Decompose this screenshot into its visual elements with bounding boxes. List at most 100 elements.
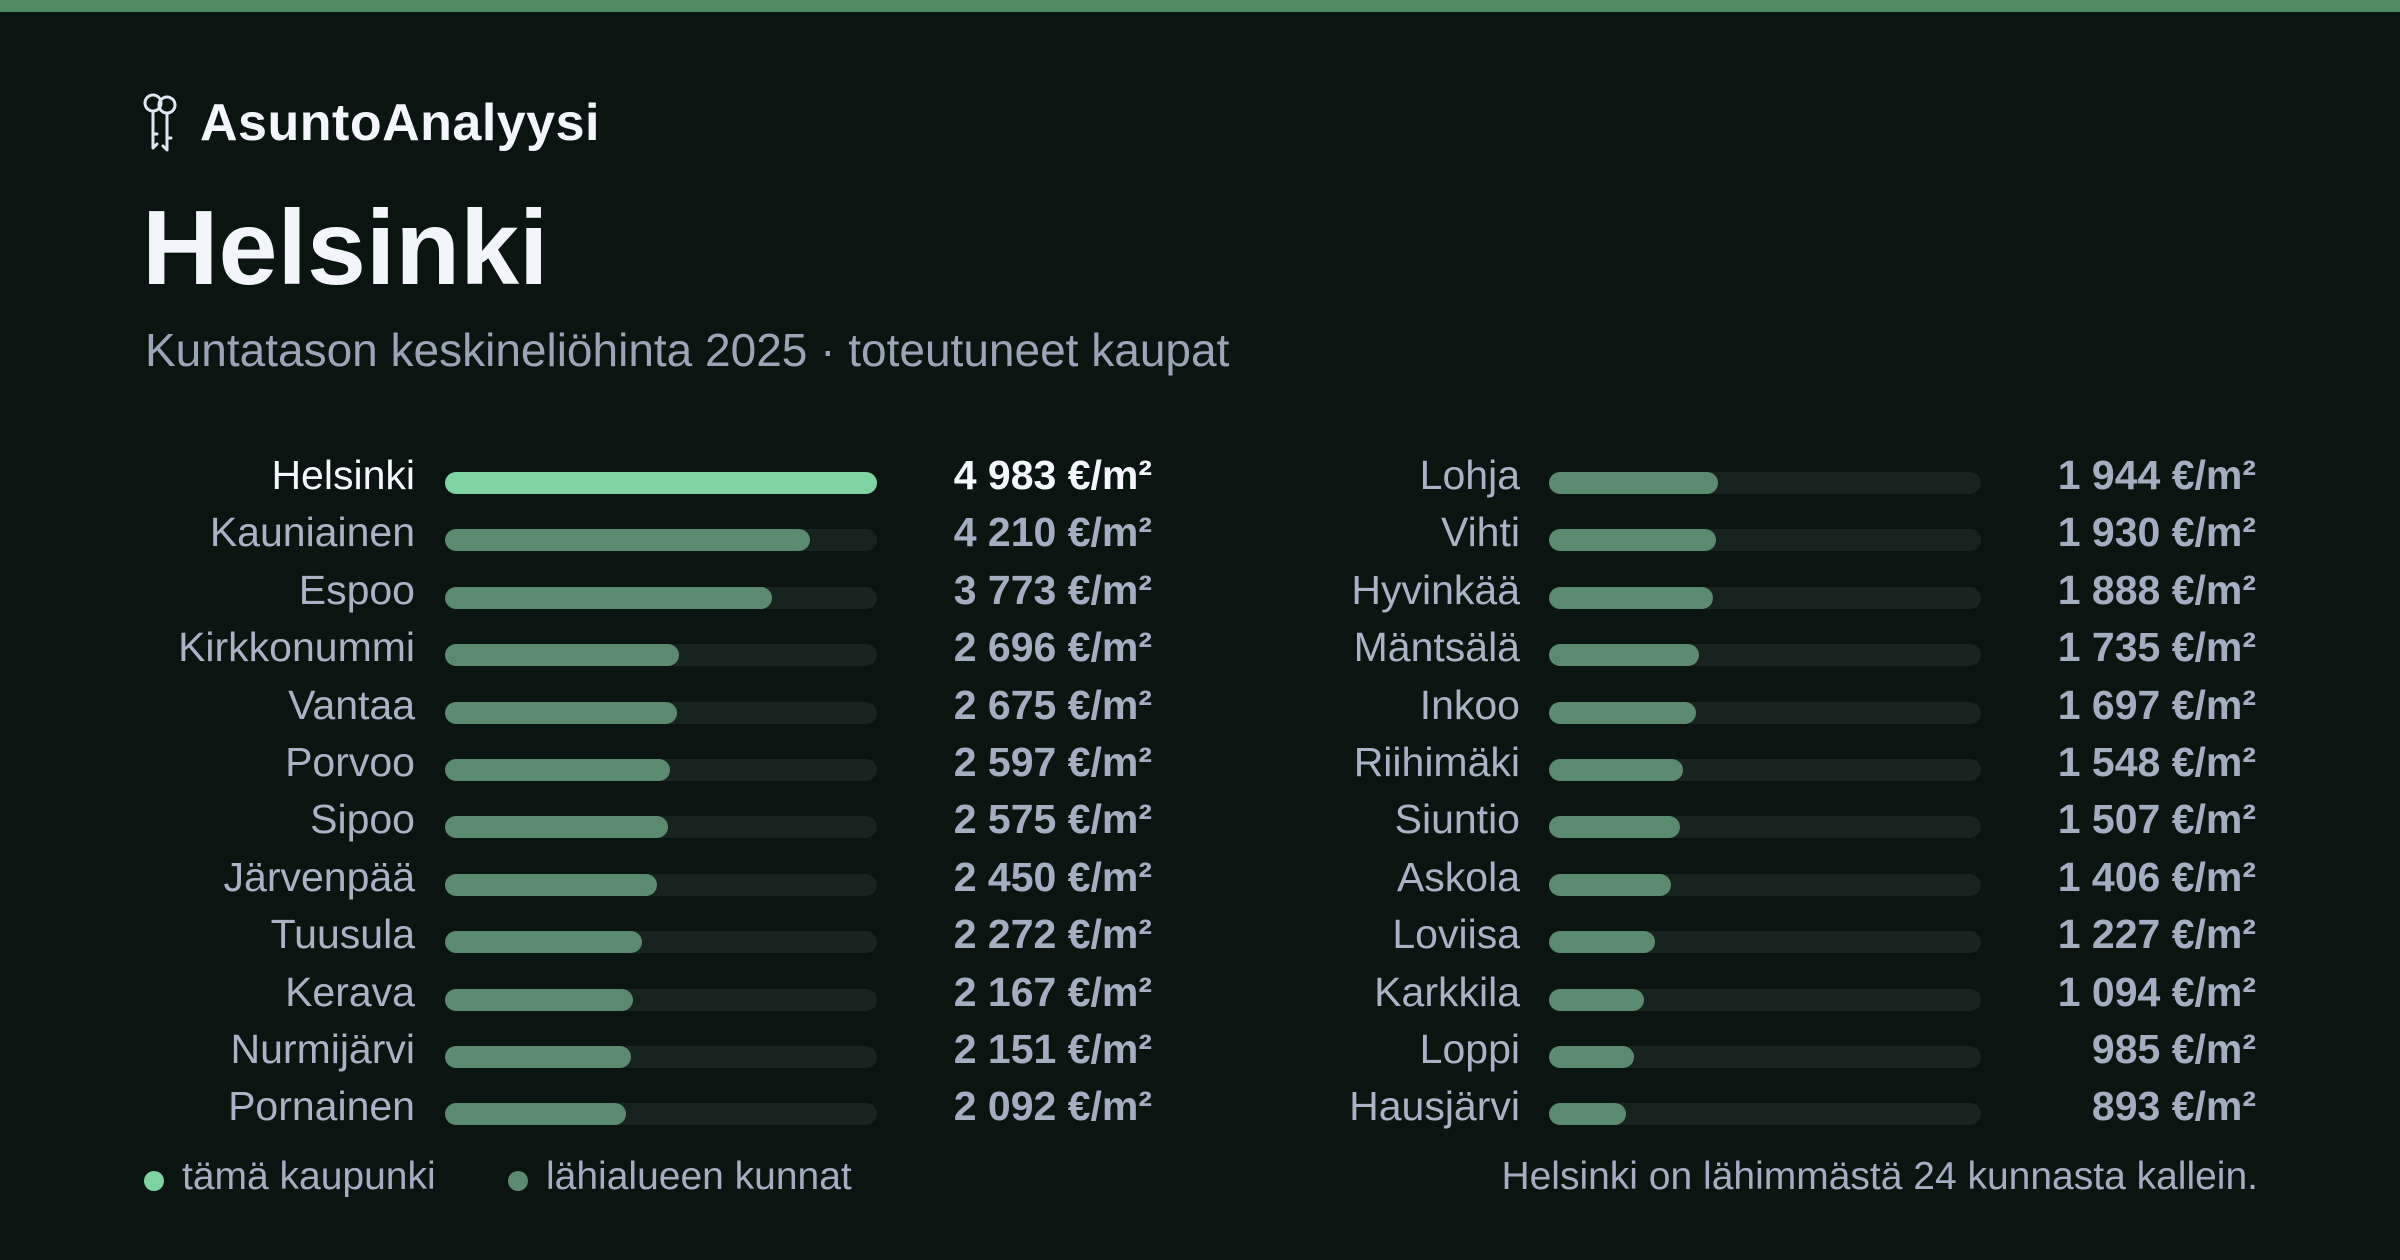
- bar: [1549, 701, 1697, 724]
- bar: [1549, 529, 1717, 552]
- bar-value-label: 1 930 €/m²: [2057, 509, 2256, 556]
- bar-value-label: 1 735 €/m²: [2057, 624, 2256, 671]
- bar-row: Espoo 3 773 €/m²: [0, 565, 2400, 615]
- bar-value-label: 1 094 €/m²: [2057, 968, 2256, 1015]
- legend-this-city: tämä kaupunki: [144, 1152, 436, 1202]
- bar: [445, 1046, 632, 1068]
- bar-value-label: 2 696 €/m²: [953, 624, 1152, 671]
- bar-track: [1549, 931, 1981, 954]
- bar-row: Siuntio 1 507 €/m²: [0, 794, 2400, 844]
- bar-track: [445, 759, 877, 781]
- legend-label-nearby: lähialueen kunnat: [546, 1155, 852, 1198]
- bar: [445, 529, 810, 552]
- bar-category-label: Loviisa: [1392, 911, 1520, 958]
- bar-row: Järvenpää 2 450 €/m²: [0, 852, 2400, 902]
- bar-value-label: 2 675 €/m²: [953, 681, 1152, 728]
- bar-row: Vantaa 2 675 €/m²: [0, 680, 2400, 730]
- bar-category-label: Mäntsälä: [1353, 624, 1520, 671]
- bar: [1549, 759, 1684, 781]
- bar-category-label: Lohja: [1419, 452, 1520, 498]
- bar-category-label: Askola: [1396, 853, 1520, 900]
- bar-row: Lohja 1 944 €/m²: [0, 450, 2400, 500]
- bar-track: [1549, 586, 1981, 609]
- bar-category-label: Pornainen: [228, 1083, 415, 1130]
- bar-track: [445, 586, 877, 609]
- bar-value-label: 4 983 €/m²: [953, 452, 1152, 498]
- bar-value-label: 2 575 €/m²: [953, 796, 1152, 843]
- bar-track: [445, 988, 877, 1011]
- bar-track: [445, 931, 877, 954]
- bar: [445, 644, 679, 667]
- bar-category-label: Riihimäki: [1353, 739, 1520, 785]
- bar-track: [1549, 1103, 1981, 1126]
- page-subtitle: Kuntatason keskineliöhinta 2025 · toteut…: [145, 324, 1230, 376]
- bar-category-label: Hausjärvi: [1349, 1083, 1520, 1130]
- bar-row: Inkoo 1 697 €/m²: [0, 680, 2400, 730]
- bar-value-label: 2 597 €/m²: [953, 739, 1152, 785]
- bar-value-label: 2 450 €/m²: [953, 853, 1152, 900]
- bar-row: Nurmijärvi 2 151 €/m²: [0, 1024, 2400, 1074]
- bar-row: Sipoo 2 575 €/m²: [0, 794, 2400, 844]
- bar: [1549, 873, 1671, 896]
- bar-track: [1549, 529, 1981, 552]
- bar-category-label: Järvenpää: [223, 853, 415, 900]
- bar-value-label: 2 272 €/m²: [953, 911, 1152, 958]
- bar-value-label: 1 888 €/m²: [2057, 566, 2256, 613]
- top-accent-bar: [0, 0, 2400, 12]
- bar-category-label: Porvoo: [285, 739, 415, 785]
- legend-label-this-city: tämä kaupunki: [182, 1155, 436, 1198]
- bar-category-label: Sipoo: [310, 796, 415, 843]
- bar-row: Askola 1 406 €/m²: [0, 852, 2400, 902]
- bar-category-label: Vihti: [1440, 509, 1520, 556]
- bar: [445, 931, 642, 954]
- bar-value-label: 1 406 €/m²: [2057, 853, 2256, 900]
- bar-row: Kirkkonummi 2 696 €/m²: [0, 622, 2400, 672]
- brand-name: AsuntoAnalyysi: [200, 94, 600, 152]
- bar: [1549, 1046, 1635, 1068]
- page-title: Helsinki: [142, 189, 549, 307]
- bar: [445, 759, 671, 781]
- bar-value-label: 1 507 €/m²: [2057, 796, 2256, 843]
- bar-category-label: Espoo: [298, 566, 415, 613]
- bar-category-label: Kirkkonummi: [178, 624, 415, 671]
- bar-row: Loppi 985 €/m²: [0, 1024, 2400, 1074]
- bar-value-label: 2 151 €/m²: [953, 1026, 1152, 1072]
- bar-row: Vihti 1 930 €/m²: [0, 507, 2400, 557]
- bar: [445, 873, 658, 896]
- legend-nearby: lähialueen kunnat: [508, 1152, 852, 1202]
- legend-dot-nearby: [508, 1171, 528, 1191]
- bar-category-label: Nurmijärvi: [230, 1026, 416, 1072]
- bar: [1549, 644, 1700, 667]
- brand: AsuntoAnalyysi: [142, 88, 600, 158]
- bar-track: [1549, 701, 1981, 724]
- bar: [445, 816, 669, 839]
- bar-category-label: Tuusula: [270, 911, 415, 958]
- bar: [1549, 586, 1713, 609]
- bar-value-label: 1 227 €/m²: [2057, 911, 2256, 958]
- bar-row: Helsinki 4 983 €/m²: [0, 450, 2400, 500]
- bar-row: Hyvinkää 1 888 €/m²: [0, 565, 2400, 615]
- bar-track: [1549, 816, 1981, 839]
- bar-value-label: 2 167 €/m²: [953, 968, 1152, 1015]
- bar: [1549, 931, 1656, 954]
- bar-value-label: 4 210 €/m²: [953, 509, 1152, 556]
- bar-category-label: Hyvinkää: [1351, 566, 1520, 613]
- bar-category-label: Kauniainen: [209, 509, 415, 556]
- bar-track: [1549, 1046, 1981, 1068]
- keys-icon: [143, 93, 177, 152]
- bar-track: [445, 873, 877, 896]
- bar-category-label: Helsinki: [271, 452, 415, 498]
- bar-row: Kerava 2 167 €/m²: [0, 967, 2400, 1017]
- bar-category-label: Siuntio: [1394, 796, 1520, 843]
- bar: [445, 701, 677, 724]
- bar-value-label: 1 548 €/m²: [2057, 739, 2256, 785]
- bar-track: [445, 472, 877, 494]
- bar-category-label: Kerava: [285, 968, 415, 1015]
- bar-row: Karkkila 1 094 €/m²: [0, 967, 2400, 1017]
- bar-category-label: Inkoo: [1419, 681, 1520, 728]
- bar-track: [1549, 644, 1981, 667]
- bar-track: [445, 1103, 877, 1126]
- bar: [1549, 472, 1718, 494]
- bar-track: [445, 644, 877, 667]
- bar: [1549, 816, 1680, 839]
